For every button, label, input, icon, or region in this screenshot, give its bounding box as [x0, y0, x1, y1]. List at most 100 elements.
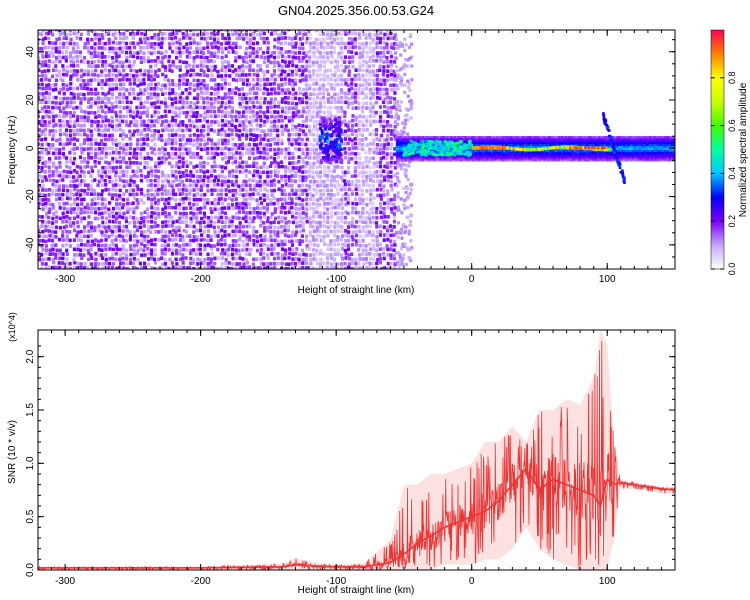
heatmap-cell: [390, 142, 394, 147]
heatmap-cell: [128, 78, 132, 82]
heatmap-cell: [104, 166, 108, 170]
heatmap-cell: [283, 110, 287, 115]
heatmap-cell: [379, 110, 383, 115]
heatmap-cell: [38, 160, 41, 164]
heatmap-cell: [146, 215, 150, 219]
heatmap-cell: [367, 212, 372, 216]
heatmap-cell: [51, 46, 55, 51]
heatmap-cell: [164, 74, 168, 79]
heatmap-cell: [223, 129, 227, 134]
heatmap-cell: [79, 74, 84, 79]
heatmap-cell: [333, 40, 337, 45]
heatmap-cell: [231, 206, 235, 211]
heatmap-cell: [142, 119, 146, 124]
heatmap-cell: [383, 233, 387, 237]
heatmap-cell: [357, 142, 362, 146]
heatmap-cell: [220, 114, 225, 119]
heatmap-cell: [237, 146, 241, 150]
heatmap-cell: [83, 110, 87, 114]
heatmap-cell: [118, 114, 122, 119]
heatmap-cell: [203, 142, 207, 147]
heatmap-cell: [371, 247, 375, 251]
heatmap-cell: [305, 64, 309, 69]
heatmap-cell: [343, 78, 347, 83]
heatmap-cell: [69, 81, 73, 86]
heatmap-cell: [364, 159, 368, 164]
heatmap-cell: [238, 137, 242, 142]
heatmap-cell: [305, 266, 309, 269]
heatmap-cell: [117, 150, 121, 155]
heatmap-cell: [195, 128, 200, 133]
heatmap-cell: [385, 156, 389, 160]
heatmap-cell: [161, 156, 165, 160]
heatmap-cell: [118, 257, 122, 262]
heatmap-cell: [89, 142, 94, 146]
heatmap-cell: [157, 151, 161, 156]
heatmap-cell: [62, 225, 66, 230]
heatmap-cell: [79, 59, 84, 64]
heatmap-cell: [217, 216, 221, 220]
heatmap-cell: [48, 86, 52, 91]
heatmap-cell: [398, 105, 402, 109]
heatmap-cell: [125, 55, 129, 60]
heatmap-cell: [383, 215, 387, 219]
heatmap-cell: [233, 188, 238, 193]
heatmap-cell: [185, 242, 189, 247]
heatmap-cell: [40, 132, 44, 137]
heatmap-cell: [94, 36, 98, 41]
heatmap-cell: [118, 188, 122, 193]
heatmap-cell: [100, 109, 105, 113]
heatmap-cell: [121, 129, 125, 133]
heatmap-cell: [259, 223, 263, 228]
heatmap-cell: [192, 37, 196, 42]
heatmap-cell: [156, 175, 161, 179]
heatmap-cell: [367, 216, 372, 221]
heatmap-cell: [171, 179, 175, 184]
heatmap-cell: [272, 201, 276, 206]
heatmap-cell: [64, 219, 69, 224]
heatmap-cell: [48, 248, 52, 253]
heatmap-cell: [270, 193, 274, 197]
heatmap-cell: [143, 59, 147, 63]
heatmap-cell: [401, 132, 405, 136]
heatmap-cell: [205, 169, 210, 174]
heatmap-cell: [228, 244, 232, 248]
heatmap-cell: [367, 69, 372, 74]
heatmap-cell: [402, 244, 406, 248]
heatmap-cell: [128, 221, 132, 225]
heatmap-cell: [135, 123, 139, 128]
heatmap-cell: [79, 262, 83, 266]
heatmap-cell: [86, 164, 90, 169]
heatmap-cell: [283, 248, 288, 253]
heatmap-cell: [58, 32, 62, 37]
heatmap-cell: [340, 100, 344, 104]
heatmap-cell: [174, 202, 179, 207]
heatmap-cell: [121, 64, 125, 69]
heatmap-cell: [48, 174, 52, 178]
heatmap-cell: [340, 59, 345, 63]
heatmap-cell: [308, 32, 312, 37]
heatmap-cell: [75, 54, 79, 59]
heatmap-cell: [38, 188, 40, 192]
heatmap-cell: [266, 128, 271, 133]
heatmap-cell: [326, 253, 330, 257]
heatmap-cell: [154, 119, 158, 123]
heatmap-cell: [214, 151, 218, 156]
heatmap-cell: [213, 188, 217, 192]
heatmap-cell: [340, 211, 344, 215]
heatmap-cell: [277, 114, 281, 119]
heatmap-cell: [125, 77, 129, 82]
heatmap-cell: [185, 224, 189, 228]
heatmap-cell: [368, 201, 372, 205]
heatmap-cell: [44, 63, 48, 68]
heatmap-cell: [385, 220, 389, 224]
heatmap-cell: [177, 128, 182, 132]
heatmap-cell: [336, 96, 340, 101]
heatmap-cell: [90, 169, 95, 173]
heatmap-cell: [97, 228, 101, 233]
heatmap-cell: [389, 59, 393, 64]
heatmap-cell: [64, 50, 69, 54]
heatmap-cell: [378, 183, 382, 188]
heatmap-cell: [154, 82, 158, 87]
heatmap-cell: [347, 182, 351, 187]
